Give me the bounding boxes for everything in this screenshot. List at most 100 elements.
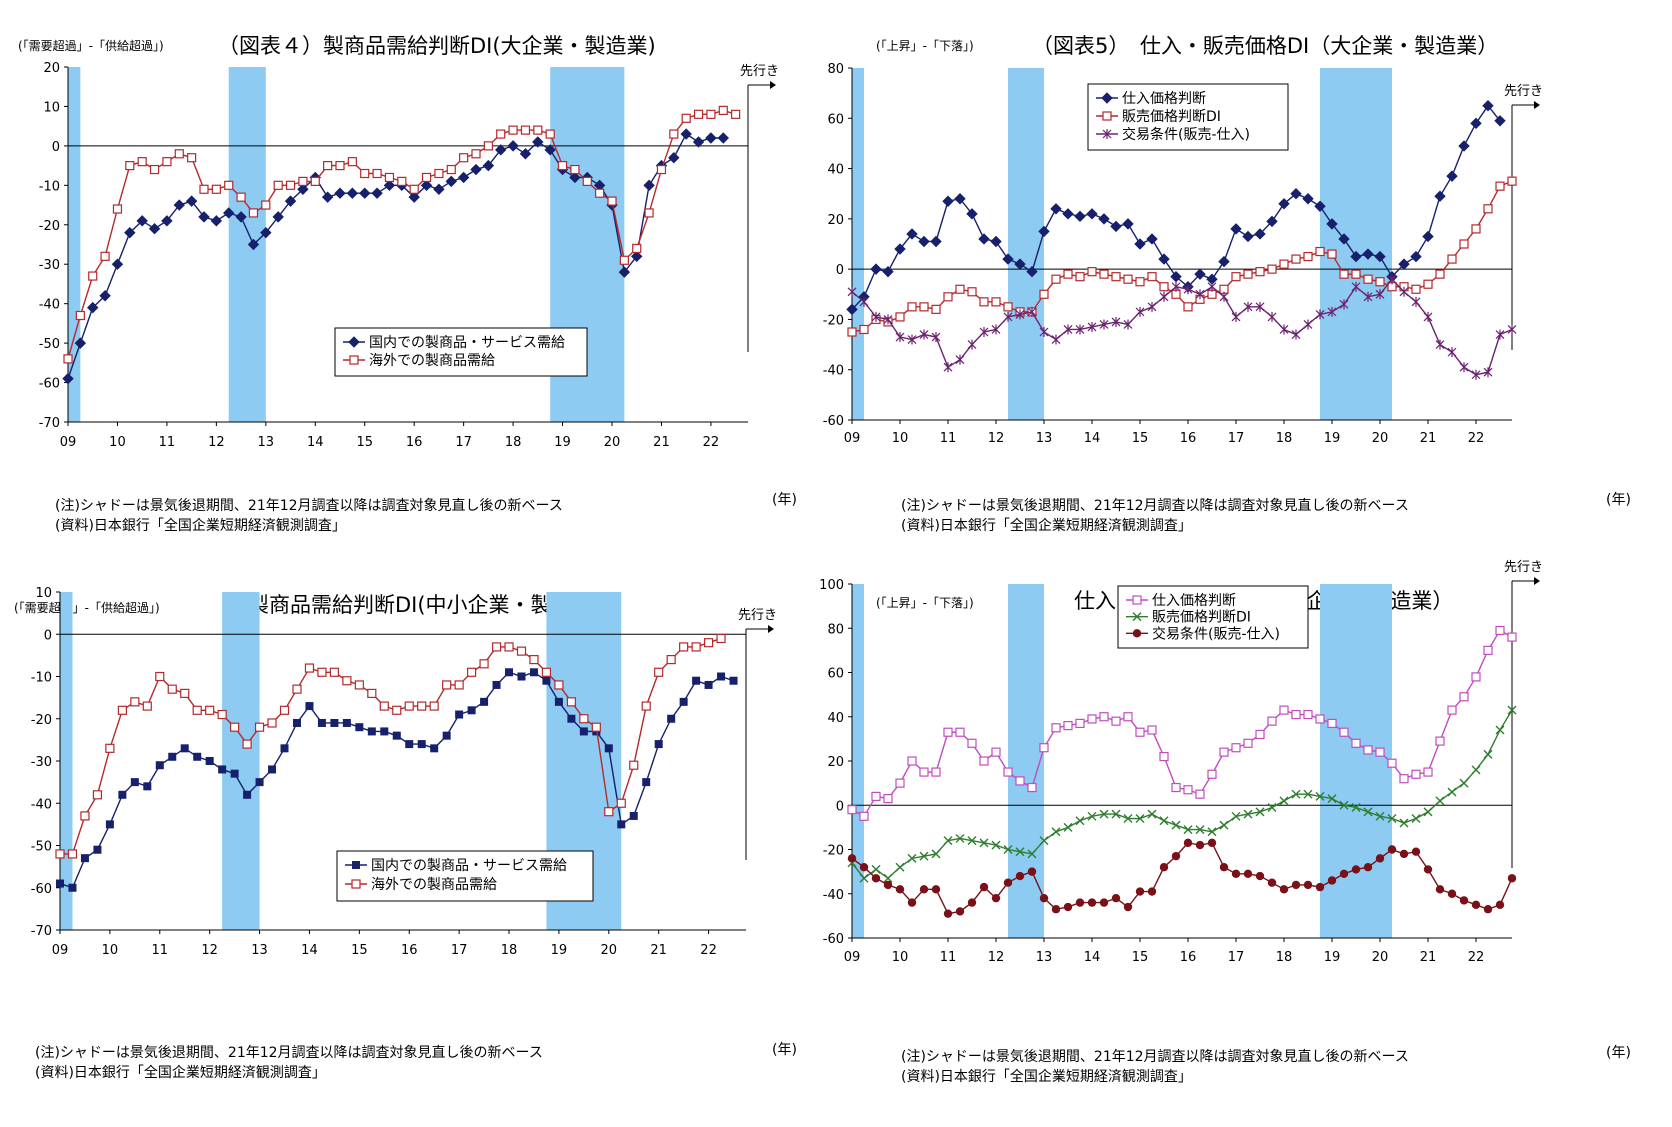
- data-point: [1183, 302, 1193, 312]
- data-point: [930, 235, 942, 248]
- data-point: [211, 184, 221, 194]
- unit-label: (「需要超過」-「供給超過」): [18, 38, 164, 53]
- data-point: [991, 297, 1001, 307]
- data-point: [1183, 825, 1193, 835]
- y-tick-label: -10: [31, 671, 52, 686]
- data-point: [1003, 878, 1013, 887]
- data-point: [1375, 854, 1385, 863]
- data-point: [1102, 111, 1112, 121]
- data-point: [668, 152, 680, 164]
- data-point: [895, 862, 905, 872]
- data-point: [1015, 871, 1025, 881]
- data-point: [731, 109, 741, 119]
- data-point: [342, 718, 351, 727]
- data-point: [505, 668, 514, 677]
- data-point: [654, 740, 663, 749]
- data-point: [1087, 714, 1097, 724]
- data-point: [566, 697, 576, 707]
- data-point: [847, 805, 857, 815]
- data-point: [1039, 743, 1049, 753]
- data-point: [1243, 738, 1253, 748]
- data-point: [217, 709, 227, 720]
- data-point: [967, 898, 977, 907]
- data-point: [569, 171, 581, 184]
- data-point: [1135, 277, 1145, 287]
- data-point: [1003, 845, 1013, 854]
- x-tick-label: 20: [1372, 431, 1389, 446]
- data-point: [63, 354, 73, 364]
- data-point: [847, 327, 857, 337]
- data-point: [1387, 845, 1397, 854]
- data-point: [1327, 249, 1337, 259]
- data-point: [255, 778, 264, 787]
- x-tick-label: 22: [1468, 431, 1485, 446]
- legend-label: 交易条件(販売-仕入): [1152, 625, 1280, 642]
- data-point: [173, 199, 185, 211]
- data-point: [1495, 625, 1505, 636]
- data-point: [1015, 776, 1025, 786]
- x-tick-label: 10: [109, 435, 126, 450]
- data-point: [1051, 334, 1061, 345]
- data-point: [859, 873, 869, 883]
- data-point: [1039, 893, 1049, 903]
- legend-box: [336, 850, 594, 902]
- data-point: [267, 718, 277, 728]
- data-point: [1459, 239, 1469, 249]
- data-point: [1099, 809, 1109, 819]
- data-point: [1447, 254, 1457, 264]
- data-point: [942, 195, 954, 207]
- data-point: [1351, 865, 1361, 874]
- series-2: [847, 838, 1517, 918]
- data-point: [632, 243, 642, 254]
- legend-label: 仕入価格判断: [1122, 91, 1206, 107]
- data-point: [1101, 92, 1113, 104]
- chart-svg-p4: (「上昇」-「下落」) 仕入・販売価格DI（中小企業・製造業） (注)シャドーは…: [819, 560, 1631, 1085]
- data-point: [705, 132, 717, 144]
- data-point: [1099, 712, 1109, 722]
- data-point: [304, 663, 315, 673]
- data-point: [859, 296, 869, 307]
- recession-shading: [852, 68, 864, 420]
- data-point: [1267, 264, 1277, 274]
- x-tick-label: 14: [1084, 431, 1101, 446]
- data-point: [1471, 765, 1481, 775]
- y-tick-label: -50: [31, 840, 52, 855]
- data-point: [641, 701, 651, 711]
- data-point: [529, 668, 538, 677]
- data-point: [1159, 291, 1169, 302]
- y-tick-label: -40: [823, 364, 844, 379]
- x-tick-label: 13: [1036, 950, 1053, 965]
- data-point: [955, 833, 965, 843]
- data-point: [1410, 250, 1422, 263]
- data-point: [978, 233, 990, 245]
- data-point: [520, 125, 531, 135]
- data-point: [579, 714, 589, 724]
- data-point: [1255, 729, 1265, 740]
- data-point: [1074, 210, 1086, 223]
- data-point: [1242, 230, 1254, 243]
- data-point: [1132, 595, 1142, 605]
- data-point: [1483, 749, 1493, 759]
- data-point: [1267, 878, 1277, 887]
- data-point: [1111, 716, 1121, 726]
- data-point: [1315, 714, 1325, 724]
- data-point: [1243, 809, 1253, 819]
- year-unit: (年): [772, 1042, 797, 1058]
- data-point: [1315, 882, 1325, 892]
- data-point: [579, 727, 588, 736]
- data-point: [943, 727, 953, 737]
- recession-shading: [1320, 584, 1392, 938]
- data-point: [1363, 807, 1373, 817]
- data-point: [595, 188, 605, 198]
- data-point: [1374, 250, 1386, 263]
- legend-box: [334, 327, 588, 377]
- x-tick-label: 20: [1372, 950, 1389, 965]
- data-point: [859, 811, 869, 821]
- data-point: [871, 864, 881, 874]
- data-point: [1507, 705, 1517, 715]
- data-point: [1063, 822, 1073, 832]
- data-point: [519, 148, 532, 160]
- data-point: [1470, 117, 1482, 130]
- data-point: [859, 324, 869, 335]
- year-unit: (年): [1606, 492, 1631, 508]
